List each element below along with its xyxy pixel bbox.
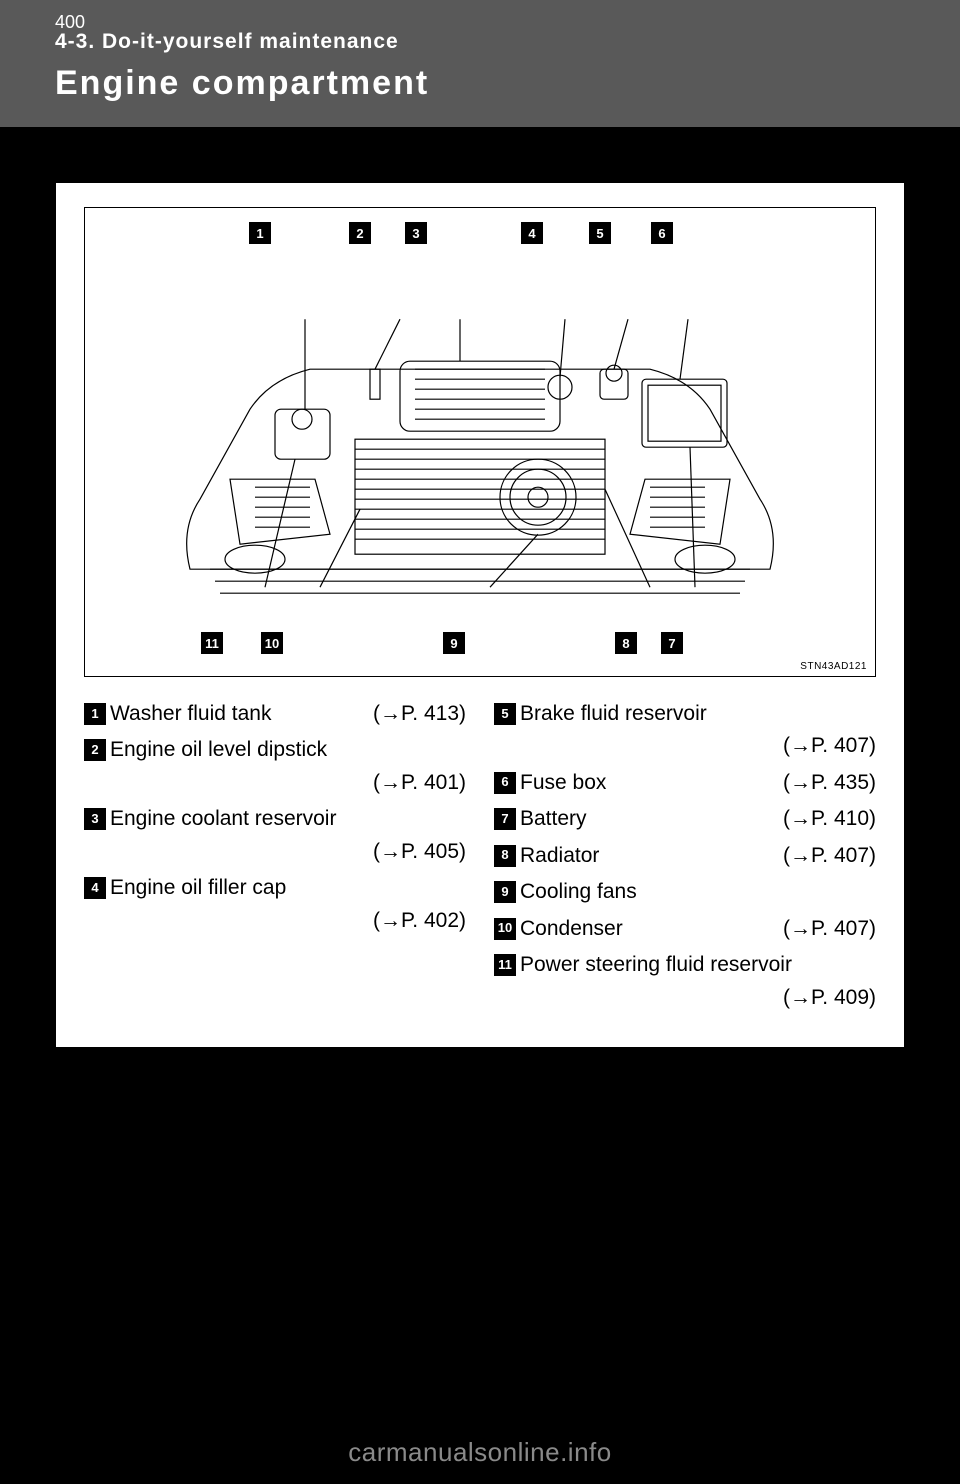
legend-badge: 2 (84, 739, 106, 761)
footer-watermark: carmanualsonline.info (0, 1437, 960, 1468)
page-ref: (→P. 401) (110, 768, 466, 798)
legend-label: Power steering fluid reservoir (520, 950, 876, 980)
diagram-wrap: STN43AD121 1 2 3 4 5 6 11 10 9 8 7 (56, 183, 904, 687)
page-ref: (→P. 435) (783, 768, 876, 798)
callout-badge: 6 (651, 222, 673, 244)
legend-badge: 9 (494, 881, 516, 903)
page-number: 400 (55, 12, 85, 33)
content-box: STN43AD121 1234561110987 1Washer fluid t… (55, 182, 905, 1048)
page-ref: (→P. 410) (783, 804, 876, 834)
legend-col-right: 5Brake fluid reservoir(→P. 407)6Fuse box… (494, 699, 876, 1019)
callout-badge: 4 (521, 222, 543, 244)
legend-body: Cooling fans (520, 877, 876, 907)
page-ref: (→P. 409) (520, 983, 876, 1013)
page-ref: (→P. 402) (110, 906, 466, 936)
breadcrumb: 4-3. Do-it-yourself maintenance (55, 30, 905, 54)
page-ref: (→P. 407) (783, 914, 876, 944)
callout-badge: 3 (405, 222, 427, 244)
legend-label: Fuse box (520, 768, 606, 798)
engine-svg (160, 269, 800, 629)
callout-badge: 11 (201, 632, 223, 654)
page-ref: (→P. 413) (373, 699, 466, 729)
legend-body: Washer fluid tank (→P. 413) (110, 699, 466, 729)
page-title: Engine compartment (55, 64, 905, 103)
legend-label: Condenser (520, 914, 623, 944)
legend-body: Engine coolant reservoir(→P. 405) (110, 804, 466, 867)
legend-body: Fuse box (→P. 435) (520, 768, 876, 798)
legend-badge: 4 (84, 877, 106, 899)
page-header: 4-3. Do-it-yourself maintenance Engine c… (0, 0, 960, 127)
callout-badge: 10 (261, 632, 283, 654)
legend-item: 6Fuse box (→P. 435) (494, 768, 876, 798)
legend-badge: 3 (84, 808, 106, 830)
callout-badge: 8 (615, 632, 637, 654)
legend: 1Washer fluid tank (→P. 413) 2Engine oil l… (56, 687, 904, 1047)
legend-badge: 11 (494, 954, 516, 976)
legend-item: 8Radiator (→P. 407) (494, 841, 876, 871)
page-ref: (→P. 407) (520, 731, 876, 761)
legend-badge: 8 (494, 845, 516, 867)
engine-sketch (160, 269, 800, 629)
legend-body: Radiator (→P. 407) (520, 841, 876, 871)
legend-label: Engine oil filler cap (110, 873, 466, 903)
legend-body: Engine oil filler cap(→P. 402) (110, 873, 466, 936)
legend-label: Engine coolant reservoir (110, 804, 466, 834)
legend-body: Brake fluid reservoir(→P. 407) (520, 699, 876, 762)
legend-item: 9Cooling fans (494, 877, 876, 907)
callout-badge: 2 (349, 222, 371, 244)
legend-item: 11Power steering fluid reservoir(→P. 409… (494, 950, 876, 1013)
diagram-code: STN43AD121 (800, 661, 867, 672)
legend-label: Engine oil level dipstick (110, 735, 466, 765)
legend-body: Power steering fluid reservoir(→P. 409) (520, 950, 876, 1013)
legend-label: Cooling fans (520, 877, 637, 907)
legend-body: Engine oil level dipstick(→P. 401) (110, 735, 466, 798)
legend-badge: 1 (84, 703, 106, 725)
legend-badge: 5 (494, 703, 516, 725)
legend-item: 3Engine coolant reservoir(→P. 405) (84, 804, 466, 867)
callout-badge: 1 (249, 222, 271, 244)
page-ref: (→P. 405) (110, 837, 466, 867)
legend-label: Brake fluid reservoir (520, 699, 876, 729)
legend-item: 10Condenser (→P. 407) (494, 914, 876, 944)
legend-item: 7Battery (→P. 410) (494, 804, 876, 834)
legend-item: 5Brake fluid reservoir(→P. 407) (494, 699, 876, 762)
callout-badge: 5 (589, 222, 611, 244)
callout-badge: 9 (443, 632, 465, 654)
legend-item: 4Engine oil filler cap(→P. 402) (84, 873, 466, 936)
legend-col-left: 1Washer fluid tank (→P. 413) 2Engine oil l… (84, 699, 466, 1019)
legend-body: Battery (→P. 410) (520, 804, 876, 834)
legend-item: 2Engine oil level dipstick(→P. 401) (84, 735, 466, 798)
legend-item: 1Washer fluid tank (→P. 413) (84, 699, 466, 729)
page-ref: (→P. 407) (783, 841, 876, 871)
callout-badge: 7 (661, 632, 683, 654)
engine-diagram: STN43AD121 1 2 3 4 5 6 11 10 9 8 7 (84, 207, 876, 677)
legend-badge: 10 (494, 918, 516, 940)
legend-body: Condenser (→P. 407) (520, 914, 876, 944)
legend-label: Radiator (520, 841, 599, 871)
legend-badge: 7 (494, 808, 516, 830)
legend-label: Washer fluid tank (110, 699, 271, 729)
legend-label: Battery (520, 804, 587, 834)
legend-badge: 6 (494, 772, 516, 794)
